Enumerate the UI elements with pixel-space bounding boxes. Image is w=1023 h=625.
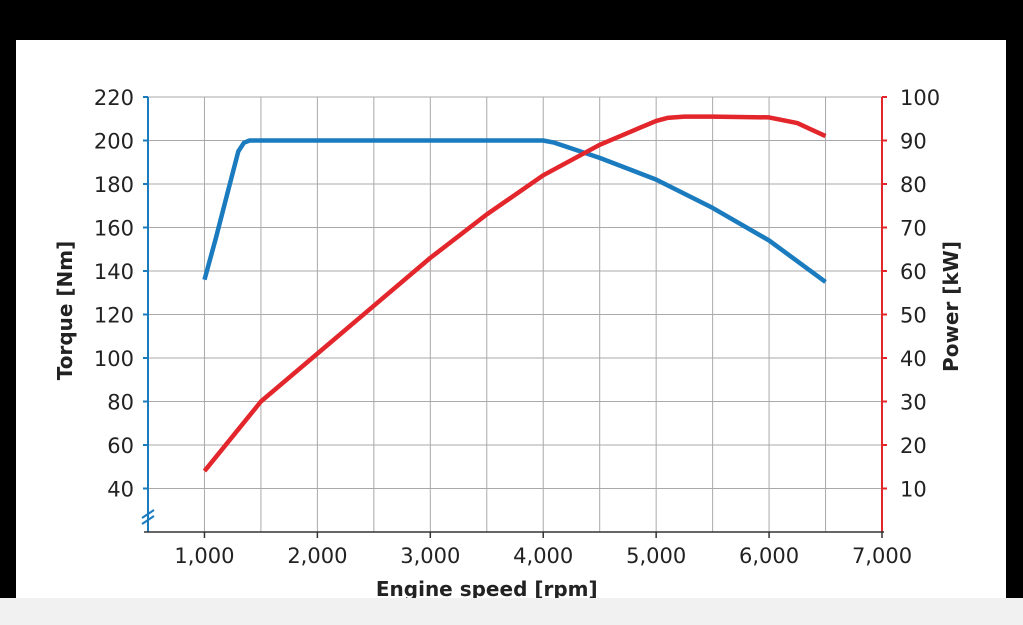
- y-right-tick-label: 80: [900, 173, 927, 197]
- power-curve: [202, 114, 827, 473]
- x-axis-title: Engine speed [rpm]: [376, 577, 598, 600]
- axis-break-mark: [141, 515, 155, 525]
- y-right-tick-label: 30: [900, 391, 927, 415]
- y-right-tick-label: 50: [900, 304, 927, 328]
- x-tick-label: 6,000: [739, 544, 799, 568]
- y-left-tick-label: 80: [107, 391, 134, 415]
- torque-curve: [202, 138, 827, 284]
- y-left-tick-label: 200: [94, 130, 134, 154]
- y-right-tick-label: 40: [900, 347, 927, 371]
- y-left-tick-label: 60: [107, 434, 134, 458]
- y-left-axis-title: Torque [Nm]: [53, 241, 77, 381]
- y-right-tick-label: 60: [900, 260, 927, 284]
- y-left-tick-label: 40: [107, 478, 134, 502]
- x-tick-label: 3,000: [400, 544, 460, 568]
- y-left-tick-label: 140: [94, 260, 134, 284]
- y-left-tick-label: 220: [94, 86, 134, 110]
- y-right-tick-label: 10: [900, 478, 927, 502]
- y-left-tick-label: 120: [94, 304, 134, 328]
- y-left-tick-label: 160: [94, 217, 134, 241]
- y-right-tick-label: 90: [900, 130, 927, 154]
- y-left-tick-label: 100: [94, 347, 134, 371]
- y-right-tick-label: 20: [900, 434, 927, 458]
- y-right-tick-label: 70: [900, 217, 927, 241]
- x-tick-label: 1,000: [174, 544, 234, 568]
- y-right-axis-title: Power [kW]: [939, 241, 963, 372]
- x-tick-label: 7,000: [852, 544, 912, 568]
- y-right-tick-label: 100: [900, 86, 940, 110]
- y-left-tick-label: 180: [94, 173, 134, 197]
- x-tick-label: 2,000: [287, 544, 347, 568]
- axis-break-mark: [141, 509, 155, 519]
- bottom-strip: [0, 598, 1023, 625]
- chart-panel: 1,000 2,000 3,000 4,000 5,000 6,000 7,000 40 60 8…: [16, 40, 1006, 601]
- x-tick-label: 4,000: [513, 544, 573, 568]
- x-tick-label: 5,000: [626, 544, 686, 568]
- engine-performance-chart: 1,000 2,000 3,000 4,000 5,000 6,000 7,000 40 60 8…: [53, 86, 963, 601]
